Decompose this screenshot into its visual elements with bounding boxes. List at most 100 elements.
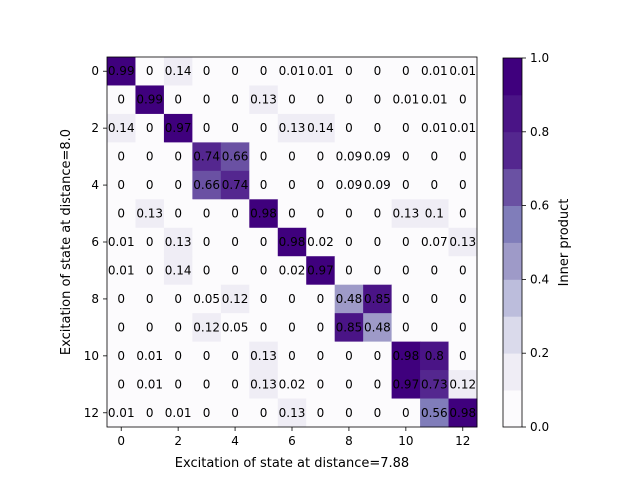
heatmap-cell [448, 398, 478, 428]
heatmap-cell [391, 57, 421, 86]
cell-value-label: 0 [203, 377, 211, 391]
colorbar-segment [503, 390, 522, 428]
cell-value-label: 0 [317, 377, 325, 391]
heatmap-cell [220, 113, 250, 143]
cell-value-label: 0.05 [222, 320, 249, 334]
heatmap-cell [249, 370, 279, 399]
heatmap-cell [306, 142, 336, 172]
cell-value-label: 0.02 [307, 235, 334, 249]
heatmap-cell [306, 199, 336, 229]
heatmap-cell [420, 398, 449, 428]
heatmap-cell [277, 170, 307, 200]
cell-value-label: 0 [203, 263, 211, 277]
heatmap-cell [163, 85, 193, 115]
cell-value-label: 0 [117, 292, 125, 306]
cell-value-label: 0 [374, 263, 382, 277]
heatmap-cell [306, 284, 336, 314]
cell-value-label: 0 [288, 93, 296, 107]
cell-value-label: 0.13 [279, 121, 306, 135]
heatmap-cell [363, 113, 393, 143]
heatmap-cell [277, 85, 307, 115]
heatmap-cell [277, 142, 307, 172]
cell-value-label: 0.97 [392, 377, 419, 391]
colorbar-tick-label: 0.4 [530, 272, 549, 286]
heatmap-cell [306, 113, 336, 143]
heatmap-cell [363, 170, 393, 200]
heatmap-cell [135, 256, 165, 286]
heatmap-cell [334, 227, 364, 257]
x-tick-label: 2 [174, 434, 182, 448]
cell-value-label: 0 [117, 93, 125, 107]
heatmap-cell [420, 341, 449, 371]
heatmap-cell [420, 284, 449, 314]
heatmap-cell [363, 284, 393, 314]
heatmap-cell [249, 341, 279, 371]
cell-value-label: 0 [288, 207, 296, 221]
colorbar-tick-label: 0.0 [530, 420, 549, 434]
cell-value-label: 0.98 [250, 207, 277, 221]
colorbar-tick-label: 0.8 [530, 125, 549, 139]
cell-value-label: 0 [402, 320, 410, 334]
cell-value-label: 0 [231, 64, 239, 78]
cell-value-label: 0.01 [108, 235, 135, 249]
cell-value-label: 0 [231, 121, 239, 135]
cell-value-label: 0.13 [279, 406, 306, 420]
cell-value-label: 0 [345, 235, 353, 249]
heatmap-cell [220, 256, 250, 286]
colorbar-tick-label: 0.2 [530, 346, 549, 360]
cell-value-label: 0 [117, 178, 125, 192]
cell-value-label: 0.01 [307, 64, 334, 78]
heatmap-cell [306, 398, 336, 428]
cell-value-label: 0 [459, 292, 467, 306]
y-tick-label: 12 [84, 406, 99, 420]
heatmap-cell [420, 199, 449, 229]
colorbar-segment [503, 131, 522, 170]
heatmap-cell [334, 313, 364, 343]
heatmap-cell [249, 199, 279, 229]
heatmap-cell [334, 142, 364, 172]
x-tick-label: 10 [398, 434, 413, 448]
cell-value-label: 0 [459, 320, 467, 334]
cell-value-label: 0.01 [279, 64, 306, 78]
heatmap-cell [391, 370, 421, 399]
cell-value-label: 0 [459, 349, 467, 363]
cell-value-label: 0.01 [421, 64, 448, 78]
cell-value-label: 0.98 [392, 349, 419, 363]
heatmap-cells [107, 57, 478, 428]
heatmap-cell [107, 313, 136, 343]
heatmap-cell [306, 256, 336, 286]
heatmap-cell [135, 57, 165, 86]
y-tick-label: 4 [91, 178, 99, 192]
heatmap-cell [192, 256, 222, 286]
colorbar-segment [503, 58, 522, 96]
cell-value-label: 0 [203, 207, 211, 221]
heatmap-cell [135, 227, 165, 257]
cell-value-label: 0.01 [136, 349, 163, 363]
cell-value-label: 0 [345, 377, 353, 391]
colorbar-segment [503, 168, 522, 206]
heatmap-cell [306, 313, 336, 343]
heatmap-cell [334, 341, 364, 371]
heatmap-cell [277, 227, 307, 257]
cell-value-label: 0 [117, 377, 125, 391]
heatmap-cell [420, 85, 449, 115]
cell-value-label: 0.01 [108, 406, 135, 420]
heatmap-cell [192, 113, 222, 143]
heatmap-cell [135, 313, 165, 343]
cell-value-label: 0.02 [279, 377, 306, 391]
heatmap-cell [220, 85, 250, 115]
cell-value-label: 0 [203, 64, 211, 78]
heatmap-cell [391, 85, 421, 115]
heatmap-cell [163, 284, 193, 314]
heatmap-cell [363, 57, 393, 86]
heatmap-cell [107, 170, 136, 200]
colorbar-tick-label: 0.6 [530, 199, 549, 213]
cell-value-label: 0.05 [193, 292, 220, 306]
cell-value-label: 0 [231, 207, 239, 221]
cell-value-label: 0 [117, 150, 125, 164]
heatmap-cell [334, 85, 364, 115]
heatmap-cell [192, 284, 222, 314]
cell-value-label: 0.09 [364, 178, 391, 192]
cell-value-label: 0 [317, 150, 325, 164]
